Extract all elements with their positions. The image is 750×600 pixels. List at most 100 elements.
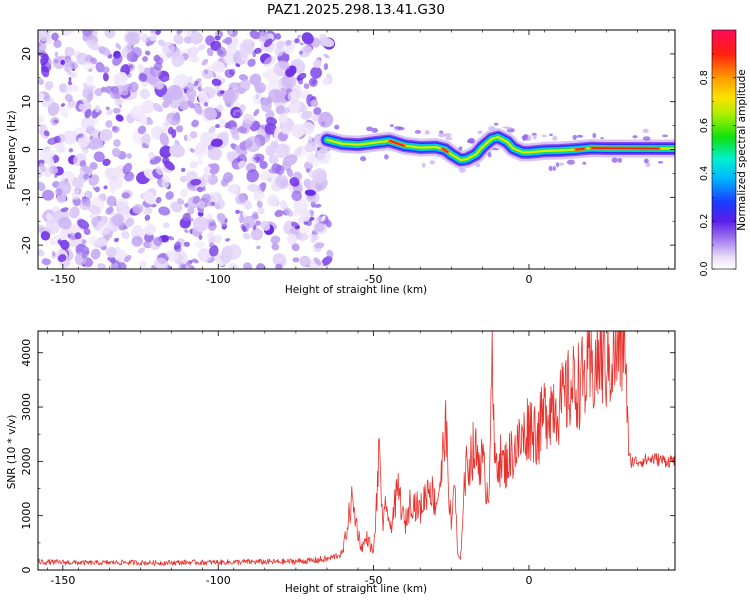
noise-blob bbox=[124, 44, 132, 54]
noise-blob bbox=[38, 115, 45, 125]
noise-blob bbox=[41, 96, 55, 108]
noise-blob bbox=[170, 201, 183, 213]
ridge-speckle bbox=[458, 167, 466, 173]
ridge-speckle bbox=[334, 124, 340, 130]
noise-blob bbox=[209, 201, 215, 206]
noise-blob bbox=[153, 236, 163, 247]
ridge-speckle bbox=[645, 162, 651, 168]
noise-blob bbox=[171, 129, 177, 139]
noise-blob bbox=[219, 90, 225, 95]
ridge-speckle bbox=[421, 162, 426, 168]
ridge-speckle bbox=[549, 133, 553, 137]
noise-blob bbox=[292, 207, 303, 217]
noise-blob bbox=[197, 186, 204, 193]
noise-blob bbox=[265, 145, 276, 156]
noise-blob bbox=[294, 38, 300, 44]
noise-blob bbox=[124, 254, 132, 263]
noise-blob bbox=[235, 193, 247, 205]
noise-blob bbox=[204, 107, 217, 121]
noise-blob bbox=[149, 32, 158, 42]
noise-blob bbox=[67, 71, 74, 76]
noise-blob bbox=[228, 30, 235, 35]
noise-blob bbox=[104, 30, 116, 39]
noise-blob bbox=[239, 40, 254, 55]
noise-blob bbox=[38, 249, 45, 257]
noise-blob bbox=[141, 33, 149, 44]
noise-blob bbox=[263, 38, 273, 48]
ridge-peak-red bbox=[389, 139, 405, 147]
noise-blob bbox=[255, 220, 261, 226]
noise-blob bbox=[62, 130, 78, 145]
snr-y-ticks: 0 1000 2000 3000 4000 bbox=[20, 339, 675, 574]
ridge-speckle bbox=[611, 157, 618, 163]
noise-blob bbox=[74, 232, 82, 240]
noise-blob bbox=[307, 152, 316, 164]
noise-blob bbox=[291, 190, 303, 202]
noise-blob bbox=[162, 41, 175, 55]
noise-blob bbox=[321, 255, 333, 266]
ridge-speckle bbox=[552, 166, 556, 171]
ridge-speckle bbox=[475, 163, 481, 168]
noise-blob bbox=[310, 66, 323, 79]
noise-blob bbox=[299, 226, 310, 235]
noise-blob bbox=[94, 105, 100, 113]
noise-blob bbox=[186, 100, 195, 109]
noise-blob bbox=[254, 156, 261, 162]
noise-blob bbox=[291, 243, 300, 252]
noise-blob bbox=[228, 82, 240, 89]
spectrogram-y-ticks: -20 -10 0 10 20 bbox=[20, 29, 675, 270]
noise-blob bbox=[105, 120, 113, 128]
ridge-speckle bbox=[488, 126, 496, 131]
noise-blob bbox=[241, 56, 249, 62]
noise-blob bbox=[68, 148, 74, 153]
noise-blob bbox=[169, 144, 185, 158]
noise-blob bbox=[159, 132, 169, 147]
noise-blob bbox=[155, 196, 162, 204]
noise-blob bbox=[314, 216, 323, 223]
noise-blob bbox=[216, 212, 226, 222]
noise-blob bbox=[191, 119, 199, 128]
noise-blob bbox=[81, 147, 89, 155]
noise-blob bbox=[105, 106, 110, 111]
noise-blob bbox=[243, 114, 255, 125]
noise-blob bbox=[144, 50, 151, 56]
noise-blob bbox=[165, 191, 174, 200]
spectrogram-signal-ridge bbox=[318, 122, 675, 173]
noise-blob bbox=[252, 211, 259, 218]
noise-blob bbox=[238, 160, 246, 169]
noise-blob bbox=[206, 47, 214, 57]
noise-blob bbox=[205, 213, 214, 221]
noise-blob bbox=[90, 248, 101, 260]
noise-blob bbox=[208, 242, 215, 248]
noise-blob bbox=[102, 158, 111, 166]
noise-blob bbox=[125, 217, 135, 228]
noise-blob bbox=[88, 137, 103, 150]
noise-blob bbox=[173, 244, 182, 253]
noise-blob bbox=[64, 85, 72, 94]
noise-blob bbox=[193, 80, 199, 87]
ridge-speckle bbox=[366, 126, 374, 132]
ridge-speckle bbox=[384, 154, 389, 160]
noise-blob bbox=[40, 231, 51, 241]
noise-blob bbox=[263, 56, 276, 67]
ridge-peak-red bbox=[575, 147, 585, 151]
noise-blob bbox=[94, 88, 103, 97]
ridge-speckle bbox=[492, 147, 500, 151]
noise-blob bbox=[131, 236, 143, 247]
noise-blob bbox=[89, 135, 94, 141]
ridge-speckle bbox=[600, 137, 604, 140]
noise-blob bbox=[194, 143, 207, 158]
noise-blob bbox=[81, 221, 87, 227]
colorbar-tick-label: 0.2 bbox=[699, 214, 710, 229]
noise-blob bbox=[278, 60, 290, 70]
noise-blob bbox=[187, 46, 199, 57]
noise-blob bbox=[180, 167, 186, 173]
noise-blob bbox=[257, 207, 265, 215]
noise-blob bbox=[208, 236, 218, 244]
noise-blob bbox=[49, 137, 55, 143]
noise-blob bbox=[111, 148, 121, 157]
noise-blob bbox=[313, 59, 322, 68]
noise-blob bbox=[51, 251, 56, 257]
x-tick-label: 0 bbox=[525, 273, 532, 286]
noise-blob bbox=[197, 248, 213, 263]
